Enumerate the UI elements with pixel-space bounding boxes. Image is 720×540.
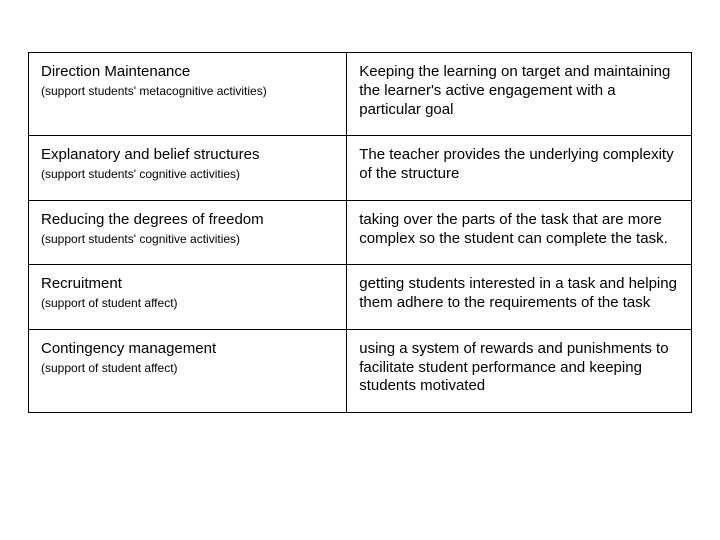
definition-text: getting students interested in a task an… [359,275,679,313]
term-title: Contingency management [41,340,334,359]
term-title: Reducing the degrees of freedom [41,211,334,230]
definition-cell: taking over the parts of the task that a… [347,200,692,265]
term-support: (support students' cognitive activities) [41,232,334,247]
definition-cell: getting students interested in a task an… [347,265,692,330]
term-cell: Recruitment (support of student affect) [29,265,347,330]
definition-text: taking over the parts of the task that a… [359,211,679,249]
definition-cell: The teacher provides the underlying comp… [347,136,692,201]
table-row: Recruitment (support of student affect) … [29,265,692,330]
term-support: (support students' metacognitive activit… [41,84,334,99]
term-cell: Direction Maintenance (support students'… [29,53,347,136]
term-cell: Explanatory and belief structures (suppo… [29,136,347,201]
definition-cell: Keeping the learning on target and maint… [347,53,692,136]
page: Direction Maintenance (support students'… [0,0,720,540]
definition-text: Keeping the learning on target and maint… [359,63,679,119]
term-title: Direction Maintenance [41,63,334,82]
term-cell: Reducing the degrees of freedom (support… [29,200,347,265]
table-row: Reducing the degrees of freedom (support… [29,200,692,265]
term-cell: Contingency management (support of stude… [29,329,347,412]
term-title: Recruitment [41,275,334,294]
term-title: Explanatory and belief structures [41,146,334,165]
table-row: Contingency management (support of stude… [29,329,692,412]
definition-text: The teacher provides the underlying comp… [359,146,679,184]
definition-cell: using a system of rewards and punishment… [347,329,692,412]
scaffolding-table: Direction Maintenance (support students'… [28,52,692,413]
term-support: (support of student affect) [41,361,334,376]
definition-text: using a system of rewards and punishment… [359,340,679,396]
term-support: (support students' cognitive activities) [41,167,334,182]
table-row: Explanatory and belief structures (suppo… [29,136,692,201]
term-support: (support of student affect) [41,296,334,311]
table-row: Direction Maintenance (support students'… [29,53,692,136]
